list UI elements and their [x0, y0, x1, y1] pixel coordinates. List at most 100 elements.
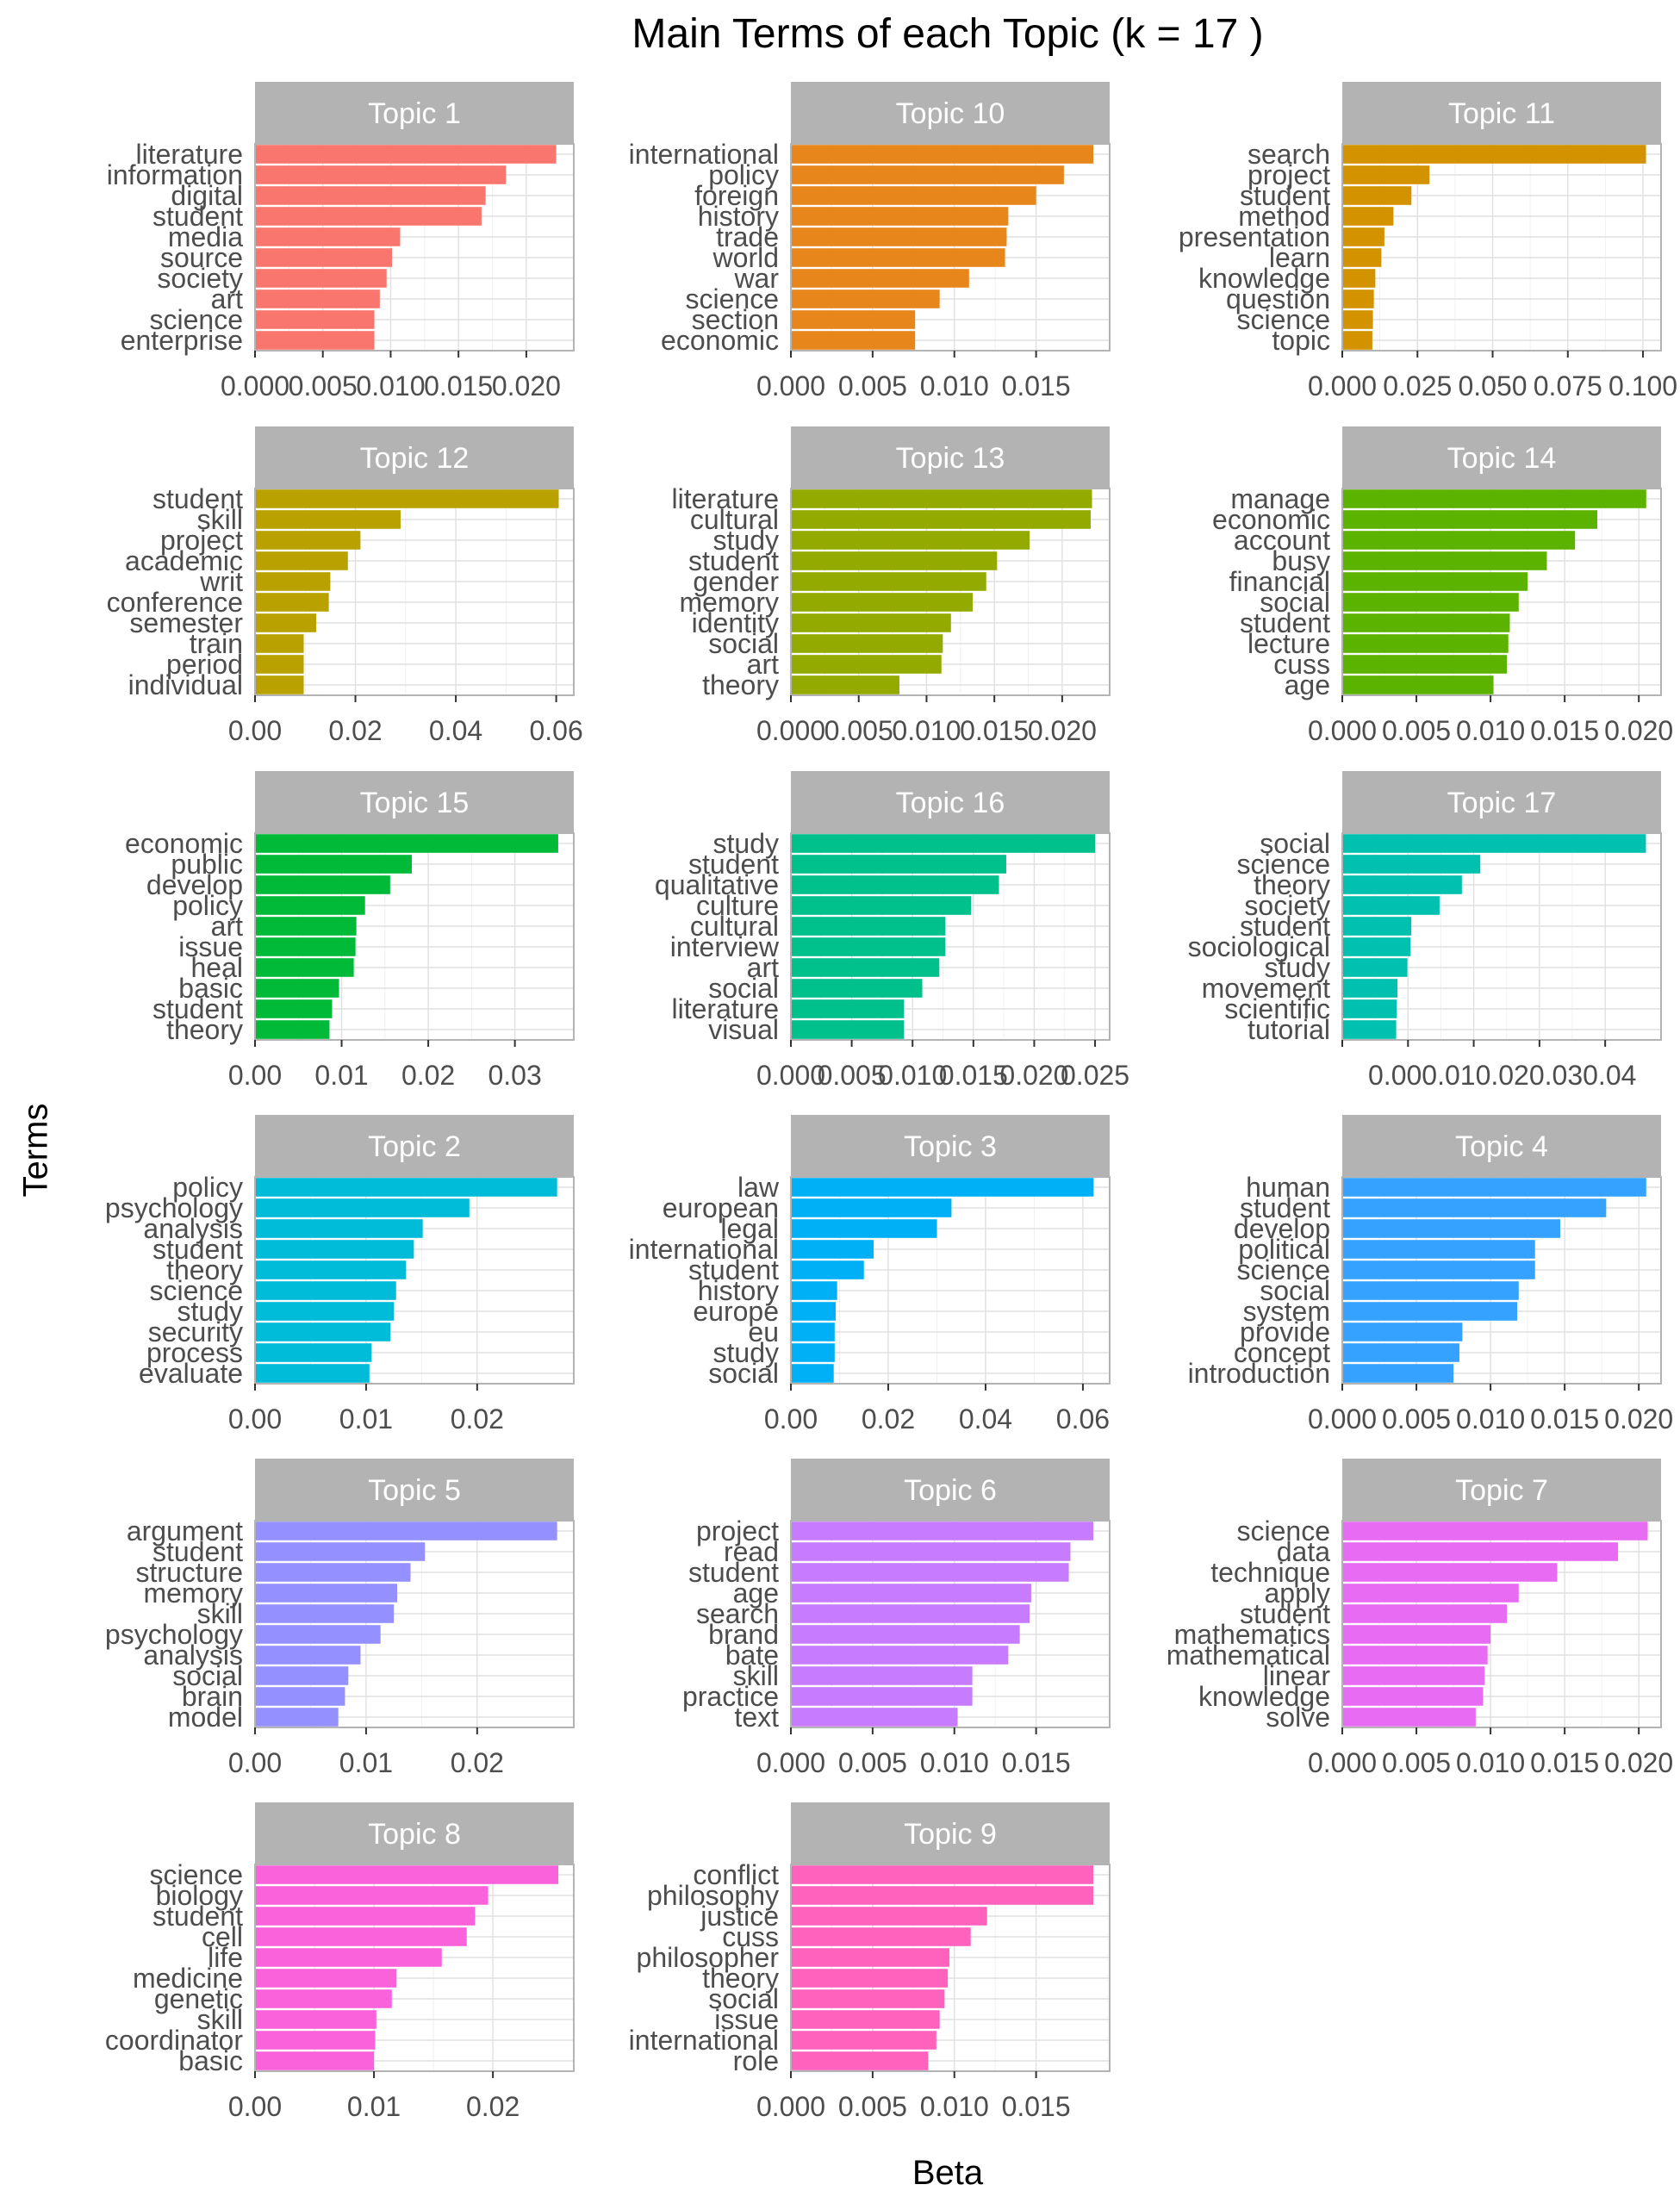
- term-label: international: [629, 2025, 779, 2056]
- term-label: technique: [1210, 1557, 1330, 1588]
- bar: [255, 1240, 414, 1259]
- term-label: social: [172, 1660, 243, 1691]
- bar: [255, 248, 393, 267]
- x-axis-label: Beta: [912, 2154, 984, 2192]
- bar: [791, 289, 940, 308]
- term-label: system: [1243, 1296, 1330, 1327]
- bar: [791, 1584, 1031, 1603]
- bar: [255, 1302, 395, 1321]
- term-label: lecture: [1248, 628, 1330, 659]
- bar: [255, 572, 331, 591]
- term-label: evaluate: [139, 1358, 243, 1389]
- term-label: art: [211, 283, 243, 314]
- term-label: scientific: [1224, 993, 1330, 1024]
- term-label: source: [160, 242, 243, 273]
- x-tick-label: 0.015: [1530, 1403, 1599, 1435]
- term-label: policy: [172, 890, 243, 921]
- facet-strip-title: Topic 17: [1447, 787, 1557, 819]
- x-tick-labels: 0.000.010.020.030.04: [1368, 1060, 1636, 1091]
- bar: [1342, 979, 1398, 998]
- panel-border: [1341, 143, 1662, 352]
- panel-border: [790, 1520, 1111, 1728]
- x-tick-label: 0.01: [339, 1747, 393, 1778]
- term-label: theory: [166, 1254, 243, 1285]
- bar: [791, 917, 946, 936]
- facet-panel: Topic 8 sciencebiologystudentcelllifemedi…: [105, 1802, 575, 2122]
- bar: [255, 489, 559, 508]
- term-label: social: [1260, 828, 1330, 859]
- term-label: age: [733, 1578, 779, 1609]
- x-tick-label: 0.000: [1308, 1747, 1377, 1778]
- bar: [791, 1948, 950, 1967]
- bar: [1342, 613, 1510, 632]
- term-label: argument: [127, 1515, 243, 1547]
- facet-strip: [791, 1459, 1110, 1521]
- facet-strip-title: Topic 11: [1448, 97, 1555, 130]
- term-label: policy: [708, 159, 779, 190]
- bar: [791, 227, 1007, 246]
- bar: [255, 655, 304, 674]
- bar: [1342, 1584, 1519, 1603]
- bar: [791, 551, 998, 570]
- term-label: foreign: [694, 180, 779, 211]
- x-tick-label: 0.02: [451, 1747, 504, 1778]
- bar: [1342, 1687, 1484, 1706]
- term-label: science: [686, 283, 780, 314]
- bar: [791, 1522, 1094, 1540]
- bar: [255, 1020, 330, 1039]
- panel-border: [790, 143, 1111, 352]
- term-label: society: [1244, 890, 1330, 921]
- term-label: skill: [733, 1660, 779, 1691]
- bar: [791, 1563, 1069, 1582]
- bar: [255, 269, 387, 288]
- term-label: brand: [708, 1619, 779, 1650]
- term-label: cultural: [690, 504, 779, 535]
- bar: [791, 613, 951, 632]
- bar: [1342, 937, 1411, 956]
- bar: [1342, 1708, 1476, 1727]
- facet-strip-title: Topic 16: [896, 787, 1005, 819]
- facet-strip: [791, 426, 1110, 489]
- term-label: student: [152, 483, 243, 514]
- facet-strip-title: Topic 5: [368, 1474, 461, 1507]
- bar: [791, 207, 1009, 226]
- x-tick-label: 0.005: [1382, 715, 1451, 746]
- x-tick-label: 0.015: [1002, 2091, 1071, 2122]
- x-tick-label: 0.020: [999, 1060, 1068, 1091]
- term-label: policy: [172, 1172, 243, 1203]
- bar: [1342, 310, 1373, 329]
- x-tick-label: 0.005: [838, 1747, 907, 1778]
- term-label: legal: [720, 1213, 779, 1244]
- facet-strip-title: Topic 13: [896, 442, 1005, 475]
- x-tick-label: 0.000: [756, 1747, 825, 1778]
- panel-border: [254, 832, 575, 1041]
- term-label: basic: [178, 973, 243, 1004]
- facet-panel: Topic 1 literatureinformationdigitalstude…: [107, 82, 575, 401]
- bar: [1342, 958, 1408, 977]
- panel-border: [790, 832, 1111, 1041]
- bar: [791, 634, 943, 653]
- facet-panel: Topic 2 policypsychologyanalysisstudentth…: [105, 1115, 575, 1435]
- term-label: international: [629, 1234, 779, 1265]
- term-label: period: [166, 649, 243, 680]
- bar: [1342, 1302, 1518, 1321]
- x-tick-label: 0.00: [764, 1403, 818, 1435]
- bar: [255, 634, 304, 653]
- term-label: linear: [1263, 1660, 1331, 1691]
- bar: [255, 531, 361, 550]
- bar: [255, 1625, 381, 1644]
- bar: [1342, 675, 1494, 694]
- term-label: science: [1237, 1515, 1331, 1547]
- term-label: analysis: [143, 1213, 243, 1244]
- term-label: age: [1285, 669, 1330, 700]
- term-label: theory: [166, 1014, 243, 1045]
- term-label: conference: [107, 587, 243, 618]
- bar: [1342, 1020, 1397, 1039]
- x-tick-label: 0.005: [1382, 1747, 1451, 1778]
- term-label: social: [708, 1358, 779, 1389]
- x-tick-label: 0.015: [939, 1060, 1008, 1091]
- term-label: apply: [1265, 1578, 1331, 1609]
- bar: [1342, 145, 1646, 164]
- bar: [791, 1604, 1030, 1623]
